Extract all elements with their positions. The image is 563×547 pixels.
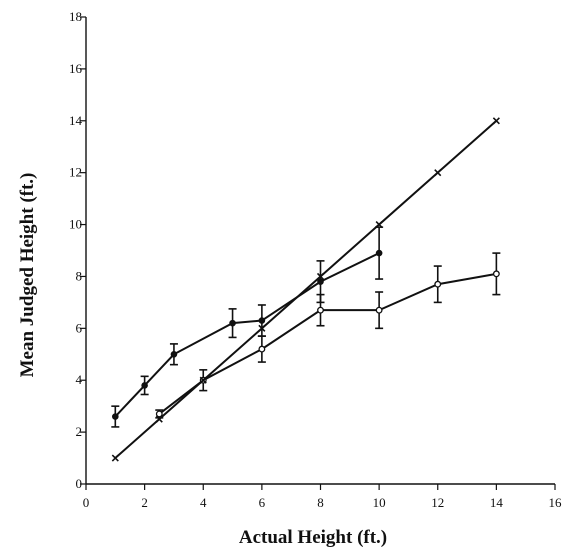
data-point bbox=[112, 413, 119, 420]
x-tick-label: 0 bbox=[83, 495, 90, 510]
y-tick-label: 8 bbox=[76, 268, 83, 283]
series-line bbox=[114, 120, 498, 459]
series-1 bbox=[111, 226, 384, 428]
data-point bbox=[317, 306, 324, 314]
series-layer bbox=[111, 117, 501, 462]
data-point bbox=[199, 376, 207, 384]
y-tick-label: 16 bbox=[69, 61, 83, 76]
x-tick-label: 12 bbox=[431, 495, 444, 510]
data-point bbox=[141, 382, 148, 389]
data-point bbox=[258, 317, 266, 324]
y-tick-label: 10 bbox=[69, 217, 82, 232]
data-point bbox=[434, 169, 442, 177]
x-axis-title: Actual Height (ft.) bbox=[239, 527, 387, 547]
x-tick-label: 14 bbox=[490, 495, 504, 510]
data-point bbox=[170, 350, 178, 358]
y-tick-label: 0 bbox=[76, 476, 83, 491]
x-tick-label: 10 bbox=[373, 495, 386, 510]
series-3 bbox=[111, 117, 500, 462]
series-line bbox=[114, 252, 380, 418]
data-point bbox=[317, 278, 324, 285]
x-tick-label: 8 bbox=[317, 495, 324, 510]
y-tick-label: 12 bbox=[69, 165, 82, 180]
y-tick-label: 6 bbox=[76, 320, 83, 335]
axes: 0 2 4 6 8 10 12 14 16 0 2 4 6 8 10 12 14 16 18 bbox=[69, 9, 562, 510]
data-point bbox=[111, 454, 119, 462]
x-tick-label: 4 bbox=[200, 495, 207, 510]
x-tick-label: 16 bbox=[549, 495, 563, 510]
data-point bbox=[316, 272, 325, 281]
data-point bbox=[155, 415, 163, 423]
y-tick-label: 2 bbox=[76, 424, 83, 439]
data-point bbox=[155, 410, 163, 418]
data-point bbox=[258, 324, 266, 332]
data-point bbox=[375, 306, 383, 314]
x-tick-label: 2 bbox=[141, 495, 148, 510]
data-point bbox=[258, 345, 266, 353]
y-axis-title: Mean Judged Height (ft.) bbox=[17, 173, 38, 378]
y-tick-label: 4 bbox=[76, 372, 83, 387]
series-line bbox=[158, 272, 497, 415]
y-tick-label: 14 bbox=[69, 113, 83, 128]
y-tick-label: 18 bbox=[69, 9, 82, 24]
data-point bbox=[375, 249, 383, 257]
data-point bbox=[375, 220, 383, 229]
x-tick-label: 6 bbox=[259, 495, 266, 510]
data-point bbox=[492, 117, 500, 125]
data-point bbox=[229, 319, 236, 327]
data-point bbox=[492, 270, 500, 278]
data-point bbox=[434, 280, 442, 288]
